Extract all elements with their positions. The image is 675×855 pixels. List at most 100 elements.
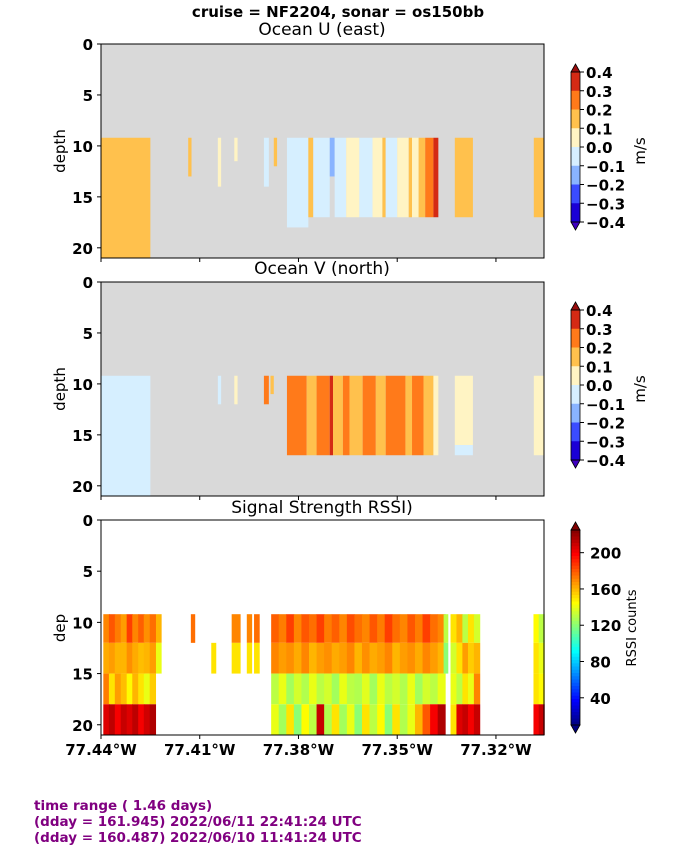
colorbar-tick-label: 0.0 [586,377,613,395]
heatmap-cell [414,614,423,643]
heatmap-cell [334,137,347,218]
heatmap-cell [270,375,274,395]
heatmap-cell [246,614,253,643]
footer-start-time: (dday = 160.487) 2022/06/10 11:41:24 UTC [34,830,362,846]
heatmap-cell [454,375,473,446]
heatmap-cell [375,375,386,456]
heatmap-cell [293,704,302,735]
heatmap-cell [286,673,295,705]
cbar-label-rssi: RSSI counts [625,589,640,666]
heatmap-cell [414,673,423,705]
heatmap-cell [246,642,253,674]
colorbar-segment [571,637,580,641]
heatmap-cell [346,614,355,643]
colorbar-segment [571,647,580,651]
y-tick-label: 10 [72,376,93,394]
plot-frame [100,281,545,497]
heatmap-cell [324,642,333,674]
heatmap-cell [425,137,434,218]
heatmap-cell [450,673,457,705]
heatmap-cell [454,137,473,218]
heatmap-cell [293,614,302,643]
heatmap-cell [293,673,302,705]
colorbar-segment [571,604,580,609]
heatmap-cell [384,673,393,705]
colorbar-segment [571,705,580,710]
heatmap-cell [331,642,340,674]
colorbar-segment [571,721,580,726]
heatmap-cell [333,375,343,456]
colorbar-segment [571,650,580,654]
colorbar-segment [571,601,580,606]
heatmap-cell [369,642,378,674]
colorbar-segment [571,403,580,423]
heatmap-cell [533,375,544,456]
heatmap-cell [342,375,350,456]
heatmap-cell [443,642,449,674]
heatmap-cell [324,704,333,735]
colorbar-segment [571,621,580,625]
heatmap-cell [377,704,386,735]
colorbar-segment [571,147,580,167]
heatmap-cell [362,375,376,456]
heatmap-cell [382,137,386,218]
panel-title-u: Ocean U (east) [258,20,385,40]
heatmap-cell [361,614,370,643]
y-tick-label: 20 [72,717,93,735]
heatmap-cell [369,673,378,705]
colorbar-segment [571,624,580,628]
heatmap-cell [397,137,409,218]
y-tick-label: 10 [72,138,93,156]
heatmap-cell [538,614,545,643]
heatmap-cell [313,137,330,218]
heatmap-cell [101,137,151,258]
colorbar-segment [571,536,580,541]
heatmap-cell [392,614,401,643]
colorbar-segment [571,328,580,348]
y-tick-label: 5 [83,563,93,581]
heatmap-cell [456,642,463,674]
heatmap-cell [286,614,295,643]
heatmap-cell [316,673,325,705]
heatmap-cell [437,642,446,674]
heatmap-cell [422,642,431,674]
heatmap-cell [399,642,408,674]
heatmap-cell [278,704,287,735]
colorbar-segment [571,575,580,580]
heatmap-cell [533,614,540,643]
cbar-label-u: m/s [631,137,649,165]
colorbar-tick-label: 0.2 [586,102,613,120]
heatmap-cell [533,137,544,218]
heatmap-cell [437,614,446,643]
heatmap-cell [155,642,162,674]
heatmap-cell [103,673,110,705]
heatmap-cell [273,137,278,167]
heatmap-cell [354,704,363,735]
heatmap-cell [309,673,317,705]
heatmap-cell [430,704,439,735]
cbar-label-v: m/s [631,375,649,403]
heatmap-cell [384,614,393,643]
heatmap-cell [324,614,333,643]
heatmap-cell [149,704,157,735]
heatmap-cell [354,642,363,674]
heatmap-cell [278,642,287,674]
heatmap-cell [384,642,393,674]
colorbar-segment [571,546,580,550]
colorbar-segment [571,578,580,583]
heatmap-cell [120,642,128,674]
colorbar-segment [571,165,580,185]
heatmap-cell [138,642,145,674]
colorbar-tick-label: 40 [590,690,611,708]
colorbar-segment [571,128,580,148]
heatmap-cell [456,673,463,705]
colorbar-segment [571,569,580,573]
heatmap-cell [422,673,431,705]
heatmap-cell [316,614,325,643]
colorbar-segment [571,203,580,223]
heatmap-cell [359,137,373,218]
heatmap-cell [399,673,408,705]
heatmap-cell [392,673,401,705]
colorbar-extend-min [570,724,581,734]
heatmap-cell [329,137,335,177]
